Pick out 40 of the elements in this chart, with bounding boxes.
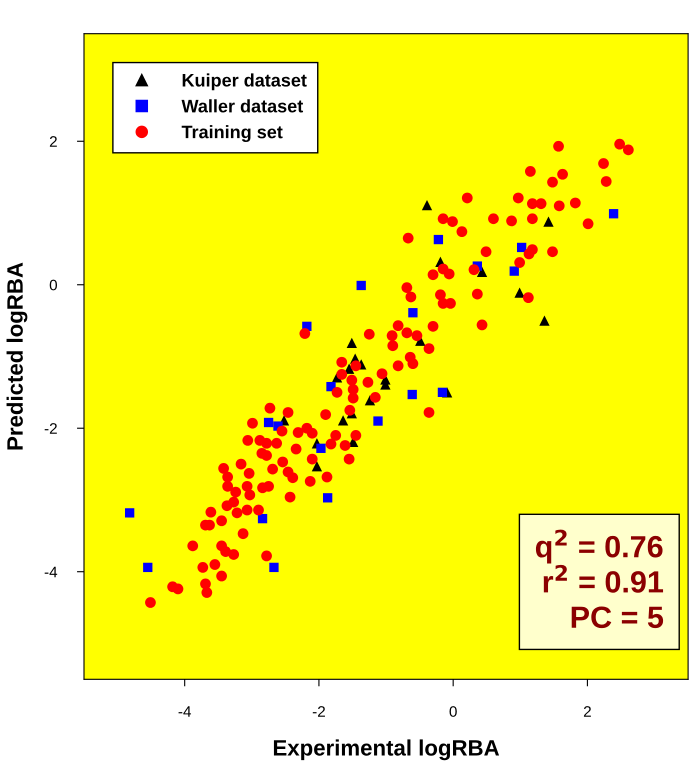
y-tick-label: -4 xyxy=(44,566,58,578)
point xyxy=(514,287,525,298)
point xyxy=(356,280,366,290)
point xyxy=(539,315,550,326)
point xyxy=(510,266,519,276)
point xyxy=(322,493,332,502)
x-tick-label: -4 xyxy=(178,706,192,717)
x-axis-title: Experimental logRBA xyxy=(274,739,500,760)
point xyxy=(373,416,383,426)
annotation: PC = 5 xyxy=(572,606,664,628)
x-tick-label: -2 xyxy=(312,706,325,717)
point xyxy=(438,388,448,398)
point xyxy=(316,444,326,453)
annotation: q$^{2}$ = 0.76 xyxy=(536,530,663,564)
point xyxy=(124,508,134,518)
legend-label: Training set xyxy=(182,125,283,142)
y-tick-label: -2 xyxy=(44,423,57,434)
point xyxy=(269,562,279,572)
point xyxy=(422,200,432,210)
y-tick-label: 2 xyxy=(50,136,57,147)
point xyxy=(608,209,618,218)
legend-label: Waller dataset xyxy=(182,99,304,113)
point xyxy=(408,390,417,400)
point xyxy=(434,234,444,244)
legend-label: Kuiper dataset xyxy=(182,73,307,90)
point xyxy=(264,418,274,428)
point xyxy=(143,562,152,572)
point xyxy=(258,514,268,524)
point xyxy=(312,461,322,472)
x-tick-label: 2 xyxy=(584,706,591,717)
point xyxy=(338,415,348,426)
y-axis-title: Predicted logRBA xyxy=(6,262,28,450)
point xyxy=(543,216,554,227)
point xyxy=(476,266,488,277)
point xyxy=(346,338,357,348)
x-tick-label: 0 xyxy=(450,706,457,717)
y-tick-label: 0 xyxy=(50,280,58,290)
point xyxy=(516,242,526,252)
point xyxy=(408,308,418,318)
annotation: r$^{2}$ = 0.91 xyxy=(544,564,664,593)
